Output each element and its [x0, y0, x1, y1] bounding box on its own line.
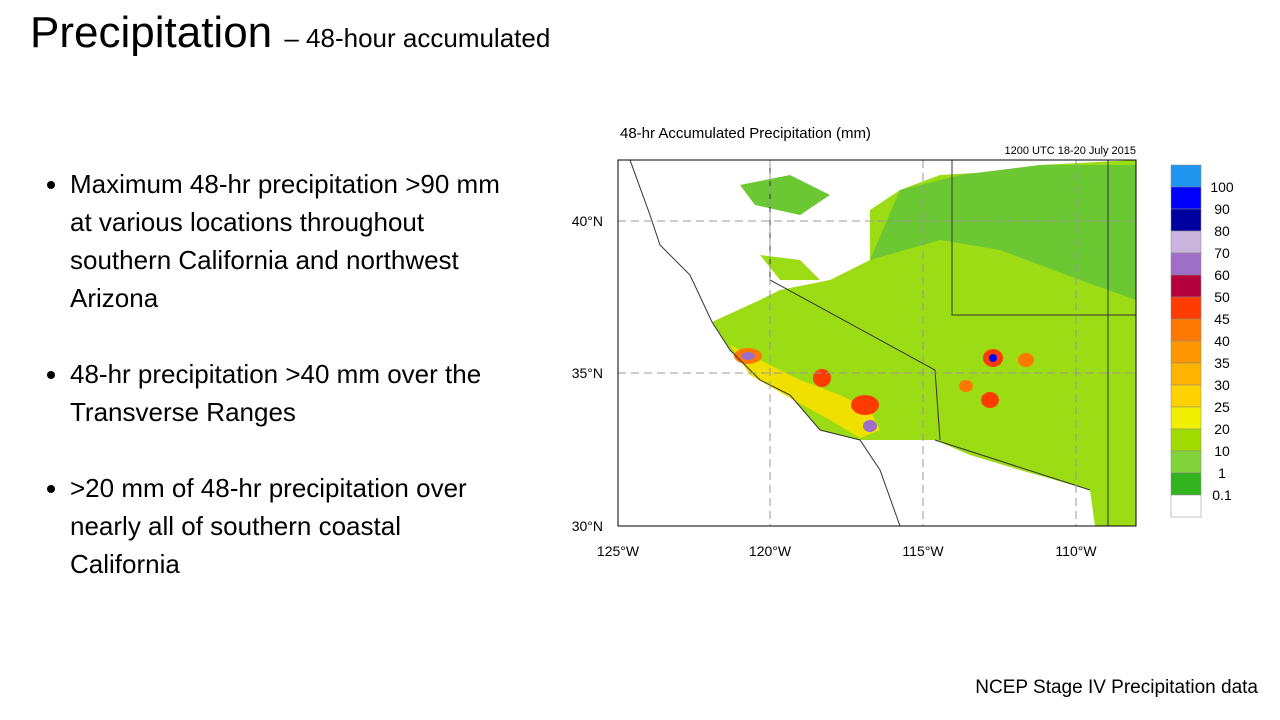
- precip-spot: [981, 392, 999, 408]
- colorbar-box: [1170, 208, 1202, 232]
- colorbar-box: [1170, 230, 1202, 254]
- precip-spot: [989, 354, 997, 362]
- precip-area: [760, 255, 820, 280]
- precip-spot: [741, 352, 755, 360]
- map-frame: [617, 159, 1137, 527]
- colorbar-box: [1170, 362, 1202, 386]
- colorbar-box: [1170, 164, 1202, 188]
- bullet: Maximum 48-hr precipitation >90 mm at va…: [70, 165, 510, 317]
- colorbar-box: [1170, 340, 1202, 364]
- colorbar-label: 40: [1214, 333, 1230, 349]
- precip-spot: [863, 420, 877, 432]
- colorbar: 100 90 80 70 60 50 45 40 35 30 25 20 10 1 0.1: [1170, 164, 1234, 518]
- colorbar-box: [1170, 252, 1202, 276]
- colorbar-label: 25: [1214, 399, 1230, 415]
- colorbar-label: 1: [1218, 465, 1226, 481]
- lon-label: 110°W: [1055, 543, 1097, 559]
- colorbar-box: [1170, 494, 1202, 518]
- colorbar-label: 45: [1214, 311, 1230, 327]
- colorbar-box: [1170, 186, 1202, 210]
- map-field: [618, 160, 1136, 526]
- bullet: >20 mm of 48-hr precipitation over nearl…: [70, 469, 510, 583]
- precip-spot: [851, 395, 879, 415]
- footer: NCEP Stage IV Precipitation data: [975, 677, 1258, 698]
- colorbar-box: [1170, 406, 1202, 430]
- colorbar-label: 35: [1214, 355, 1230, 371]
- lon-label: 125°W: [597, 543, 640, 559]
- precip-area: [730, 345, 880, 438]
- colorbar-label: 10: [1214, 443, 1230, 459]
- colorbar-label: 90: [1214, 201, 1230, 217]
- lat-label: 35°N: [572, 365, 603, 381]
- colorbar-label: 50: [1214, 289, 1230, 305]
- colorbar-box: [1170, 318, 1202, 342]
- coastline: [629, 160, 901, 526]
- lat-label: 40°N: [572, 213, 603, 229]
- lon-label: 120°W: [749, 543, 792, 559]
- colorbar-box: [1170, 274, 1202, 298]
- colorbar-label: 0.1: [1212, 487, 1232, 503]
- colorbar-label: 80: [1214, 223, 1230, 239]
- colorbar-box: [1170, 472, 1202, 496]
- colorbar-box: [1170, 384, 1202, 408]
- map-title: 48-hr Accumulated Precipitation (mm): [620, 125, 871, 142]
- colorbar-box: [1170, 450, 1202, 474]
- colorbar-label: 100: [1210, 179, 1234, 195]
- slide-title: Precipitation – 48-hour accumulated: [30, 8, 550, 58]
- lon-label: 115°W: [902, 543, 944, 559]
- graticule: [618, 160, 1136, 526]
- colorbar-label: 70: [1214, 245, 1230, 261]
- lat-label: 30°N: [572, 518, 603, 534]
- colorbar-label: 60: [1214, 267, 1230, 283]
- precip-spot: [1018, 353, 1034, 367]
- precip-spot: [813, 369, 831, 387]
- subtitle: – 48-hour accumulated: [284, 23, 551, 53]
- precip-spot: [959, 380, 973, 392]
- colorbar-label: 30: [1214, 377, 1230, 393]
- bullet-list: Maximum 48-hr precipitation >90 mm at va…: [40, 165, 510, 621]
- map-date: 1200 UTC 18-20 July 2015: [1005, 145, 1136, 157]
- bullet: 48-hr precipitation >40 mm over the Tran…: [70, 355, 510, 431]
- colorbar-box: [1170, 428, 1202, 452]
- state-border: [934, 160, 1136, 526]
- precip-area: [870, 165, 1136, 300]
- colorbar-label: 20: [1214, 421, 1230, 437]
- colorbar-box: [1170, 296, 1202, 320]
- title: Precipitation: [30, 8, 273, 57]
- precip-area: [740, 175, 830, 215]
